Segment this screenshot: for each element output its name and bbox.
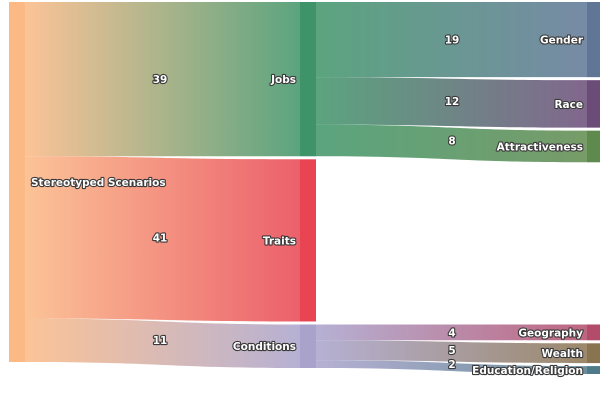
- node-label-race: Race: [554, 99, 583, 111]
- node-label-stereotyped-scenarios: Stereotyped Scenarios: [31, 177, 166, 189]
- link-value-label: 2: [448, 359, 455, 371]
- link-value-label: 12: [445, 96, 460, 108]
- node-education-religion: [587, 366, 600, 374]
- link-value-label: 5: [448, 345, 455, 357]
- link-stereotyped-scenarios-to-traits: [25, 156, 300, 322]
- link-value-label: 19: [445, 35, 460, 47]
- node-label-geography: Geography: [518, 327, 583, 339]
- link-stereotyped-scenarios-to-conditions: [25, 318, 300, 368]
- link-jobs-to-gender: [316, 2, 587, 78]
- node-label-conditions: Conditions: [233, 341, 296, 353]
- link-value-label: 11: [153, 335, 168, 347]
- node-label-wealth: Wealth: [541, 348, 583, 360]
- node-race: [587, 80, 600, 128]
- node-attractiveness: [587, 130, 600, 163]
- link-conditions-to-education-religion: [316, 360, 587, 374]
- link-value-label: 41: [153, 232, 168, 244]
- link-value-label: 4: [448, 327, 455, 339]
- node-geography: [587, 324, 600, 341]
- sankey-nodes: [9, 2, 600, 374]
- node-label-jobs: Jobs: [270, 74, 296, 86]
- link-stereotyped-scenarios-to-jobs: [25, 2, 300, 157]
- link-jobs-to-race: [316, 77, 587, 128]
- node-label-education-religion: Education/Religion: [472, 365, 583, 377]
- node-label-gender: Gender: [540, 35, 584, 47]
- node-conditions: [300, 324, 316, 368]
- link-conditions-to-geography: [316, 324, 587, 341]
- node-label-attractiveness: Attractiveness: [497, 141, 583, 153]
- sankey-links: [25, 2, 587, 374]
- node-jobs: [300, 2, 316, 157]
- link-value-label: 39: [153, 74, 168, 86]
- node-wealth: [587, 343, 600, 364]
- link-jobs-to-attractiveness: [316, 124, 587, 163]
- node-stereotyped-scenarios: [9, 2, 25, 362]
- node-label-traits: Traits: [263, 235, 296, 247]
- node-traits: [300, 159, 316, 322]
- sankey-labels: 39 41 11 19 12 8 4 5 2 Stereotyped Scenarios Jobs T…: [30, 33, 585, 378]
- node-gender: [587, 2, 600, 78]
- link-conditions-to-wealth: [316, 340, 587, 364]
- link-value-label: 8: [448, 135, 455, 147]
